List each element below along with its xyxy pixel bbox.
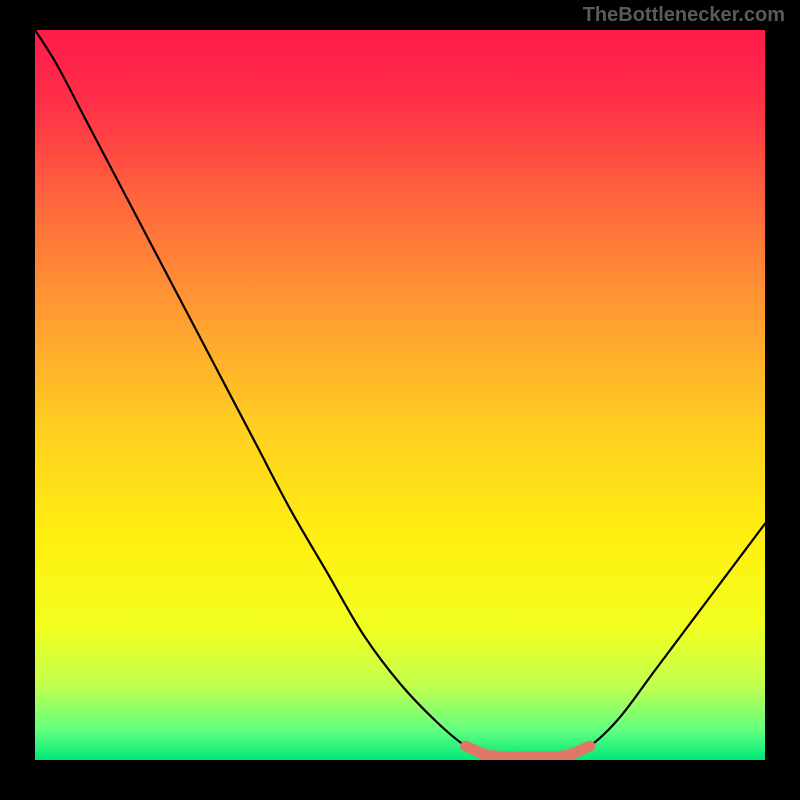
gradient-background <box>35 30 765 760</box>
plot-area <box>35 30 765 760</box>
watermark-text: TheBottlenecker.com <box>583 4 785 27</box>
chart-svg <box>35 30 765 760</box>
chart-container: TheBottlenecker.com <box>0 0 800 800</box>
